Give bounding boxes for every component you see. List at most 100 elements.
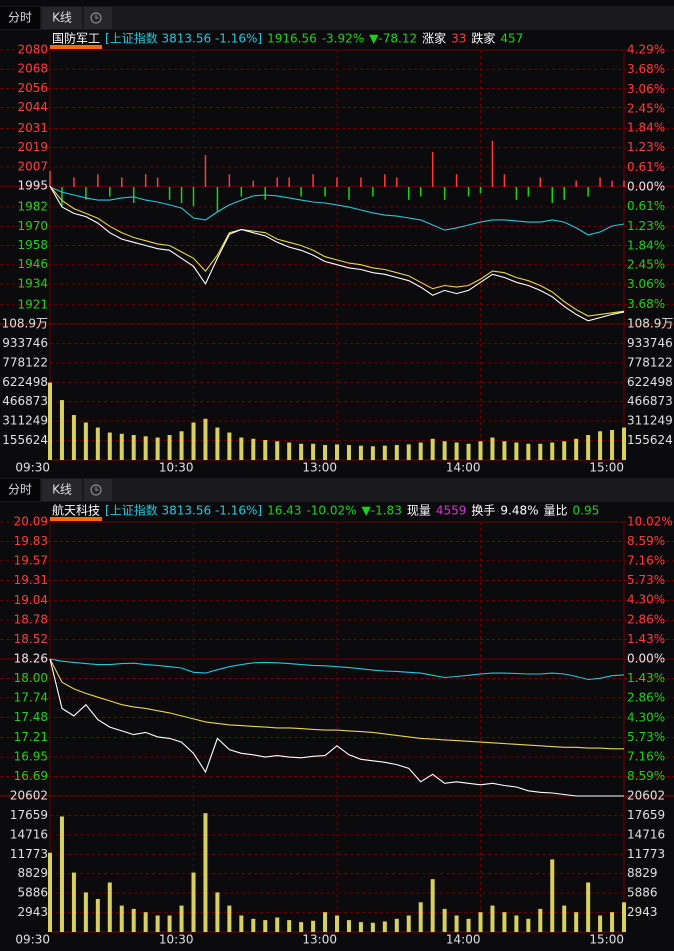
tab[interactable] xyxy=(0,479,40,501)
volume-bar xyxy=(394,445,399,460)
y2-tick-label: 8.59% xyxy=(627,534,665,548)
clock-icon xyxy=(90,484,102,496)
y-tick-label: 1982 xyxy=(17,200,48,214)
volume-bar xyxy=(179,905,184,932)
volume-bar xyxy=(251,438,256,460)
volume-bar xyxy=(610,912,615,932)
x-tick-label: 15:00 xyxy=(589,933,624,947)
clock-icon xyxy=(90,12,102,24)
volume-bar xyxy=(167,435,172,460)
volume-bar xyxy=(346,920,351,932)
y-tick-label: 2056 xyxy=(17,81,48,95)
volume-bar xyxy=(430,879,435,932)
clock-icon xyxy=(95,15,99,19)
header-item: ▼-1.83 xyxy=(362,504,402,518)
x-tick-label: 09:30 xyxy=(15,933,50,947)
y2-tick-label: 2.86% xyxy=(627,612,665,626)
x-tick-label: 13:00 xyxy=(302,933,337,947)
tab-label[interactable]: K线 xyxy=(52,11,72,25)
y2-tick-label: 7.16% xyxy=(627,749,665,763)
volume-tick-label: 2943 xyxy=(627,905,658,919)
y-tick-label: 18.26 xyxy=(14,652,48,666)
volume-bar xyxy=(71,872,76,932)
volume-tick-label: 11773 xyxy=(627,847,665,861)
volume-bar xyxy=(48,852,52,932)
header-item: 换手 xyxy=(471,504,495,518)
y-tick-label: 1946 xyxy=(17,257,48,271)
price-line xyxy=(49,185,625,322)
volume-tick-label: 11773 xyxy=(10,847,48,861)
volume-bar xyxy=(179,431,184,460)
volume-bar xyxy=(478,441,483,460)
volume-bar xyxy=(143,436,148,460)
volume-bar xyxy=(251,918,256,932)
header-item: -3.92% xyxy=(322,32,364,46)
tab[interactable] xyxy=(42,7,82,29)
y2-tick-label: 4.30% xyxy=(627,593,665,607)
y-tick-label: 1934 xyxy=(17,276,48,290)
tab[interactable] xyxy=(42,479,82,501)
volume-tick-label: 2943 xyxy=(17,905,48,919)
tab[interactable] xyxy=(0,7,40,29)
tab-label[interactable]: 分时 xyxy=(8,11,32,25)
volume-bar xyxy=(406,444,411,460)
y2-tick-label: 7.16% xyxy=(627,554,665,568)
y2-tick-label: 1.23% xyxy=(627,140,665,154)
tab-label[interactable]: K线 xyxy=(52,483,72,497)
volume-bar xyxy=(191,422,196,460)
y2-tick-label: 0.61% xyxy=(627,160,665,174)
y-tick-label: 2007 xyxy=(17,159,48,173)
volume-bar xyxy=(382,921,387,932)
volume-bar xyxy=(83,892,88,932)
volume-tick-label: 8829 xyxy=(17,866,48,880)
y2-tick-label: 2.45% xyxy=(627,258,665,272)
volume-bar xyxy=(478,912,483,932)
volume-bar xyxy=(502,912,507,932)
volume-tick-label: 5886 xyxy=(627,886,658,900)
volume-bar xyxy=(574,438,579,460)
volume-tick-label: 466873 xyxy=(627,394,673,408)
volume-bar xyxy=(119,905,124,932)
volume-bar xyxy=(526,443,531,460)
volume-tick-label: 17659 xyxy=(10,808,48,822)
header-item: 量比 xyxy=(544,504,568,518)
volume-bar xyxy=(59,400,64,460)
volume-bar xyxy=(227,432,232,460)
volume-bar xyxy=(550,442,555,460)
y-tick-label: 18.00 xyxy=(14,671,48,685)
volume-bar xyxy=(610,430,615,460)
volume-bar xyxy=(490,905,495,932)
volume-tick-label: 108.9万 xyxy=(2,317,48,331)
volume-bar xyxy=(550,859,555,932)
y-tick-label: 18.78 xyxy=(14,613,48,627)
volume-bar xyxy=(358,922,363,932)
tab-bar xyxy=(0,478,674,502)
volume-bar xyxy=(95,427,100,460)
y-tick-label: 2080 xyxy=(17,43,48,57)
y2-tick-label: 3.68% xyxy=(627,62,665,76)
volume-bar xyxy=(538,908,543,932)
volume-bar xyxy=(155,437,160,460)
tab-label[interactable]: 分时 xyxy=(8,483,32,497)
volume-bar xyxy=(107,882,112,932)
y-tick-label: 16.95 xyxy=(14,750,48,764)
header-item: [上证指数 3813.56 -1.16%] xyxy=(105,503,262,518)
price-line xyxy=(49,186,625,236)
volume-bar xyxy=(466,443,471,460)
volume-bar xyxy=(155,915,160,932)
y-tick-label: 16.69 xyxy=(14,769,48,783)
y-tick-label: 17.48 xyxy=(14,710,48,724)
volume-bar xyxy=(119,433,124,460)
x-tick-label: 10:30 xyxy=(159,461,194,475)
volume-tick-label: 14716 xyxy=(10,827,48,841)
volume-bar xyxy=(275,917,280,932)
y-tick-label: 20.09 xyxy=(14,515,48,529)
header-item: 0.95 xyxy=(573,504,600,518)
volume-bar xyxy=(263,920,268,932)
volume-bar xyxy=(239,915,244,932)
volume-tick-label: 933746 xyxy=(2,336,48,350)
volume-bar xyxy=(48,382,52,460)
volume-bar xyxy=(586,882,591,932)
volume-tick-label: 622498 xyxy=(2,375,48,389)
